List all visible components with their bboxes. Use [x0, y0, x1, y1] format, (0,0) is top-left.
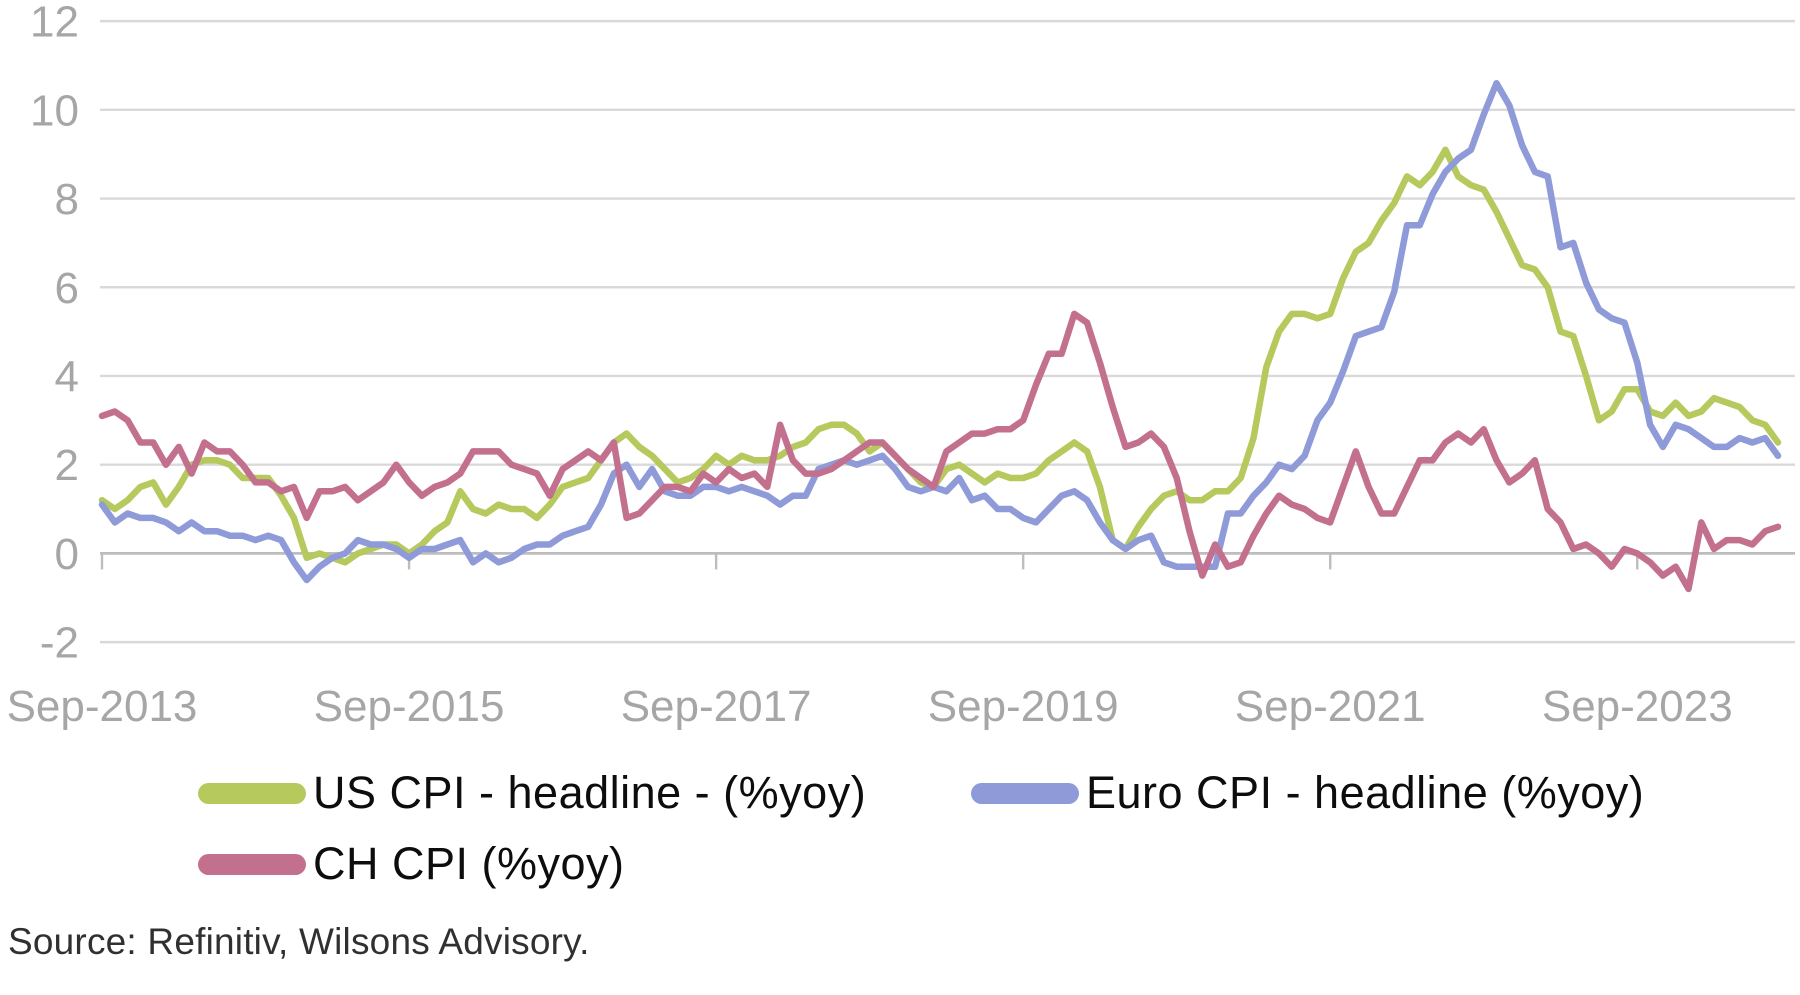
- legend-item-us-cpi: US CPI - headline - (%yoy): [198, 767, 867, 818]
- legend-item-euro-cpi: Euro CPI - headline (%yoy): [971, 767, 1645, 818]
- svg-text:2: 2: [55, 441, 79, 490]
- svg-text:12: 12: [30, 0, 79, 47]
- ch-series-swatch: [198, 853, 306, 875]
- svg-text:Sep-2017: Sep-2017: [621, 682, 812, 731]
- source-note: Source: Refinitiv, Wilsons Advisory.: [8, 921, 590, 962]
- svg-text:Sep-2021: Sep-2021: [1235, 682, 1426, 731]
- svg-text:Sep-2015: Sep-2015: [314, 682, 505, 731]
- svg-text:-2: -2: [40, 619, 79, 668]
- euro-series-swatch: [971, 782, 1079, 804]
- svg-text:8: 8: [55, 175, 79, 224]
- legend-label-ch-cpi: CH CPI (%yoy): [313, 838, 625, 889]
- svg-text:6: 6: [55, 264, 79, 313]
- svg-text:Sep-2013: Sep-2013: [7, 682, 198, 731]
- legend-label-us-cpi: US CPI - headline - (%yoy): [313, 767, 867, 818]
- legend-label-euro-cpi: Euro CPI - headline (%yoy): [1086, 767, 1645, 818]
- legend-item-ch-cpi: CH CPI (%yoy): [198, 838, 625, 889]
- svg-text:Sep-2023: Sep-2023: [1542, 682, 1733, 731]
- us-series-swatch: [198, 782, 306, 804]
- svg-text:10: 10: [30, 86, 79, 135]
- svg-text:0: 0: [55, 530, 79, 579]
- svg-text:4: 4: [55, 352, 79, 401]
- svg-text:Sep-2019: Sep-2019: [928, 682, 1119, 731]
